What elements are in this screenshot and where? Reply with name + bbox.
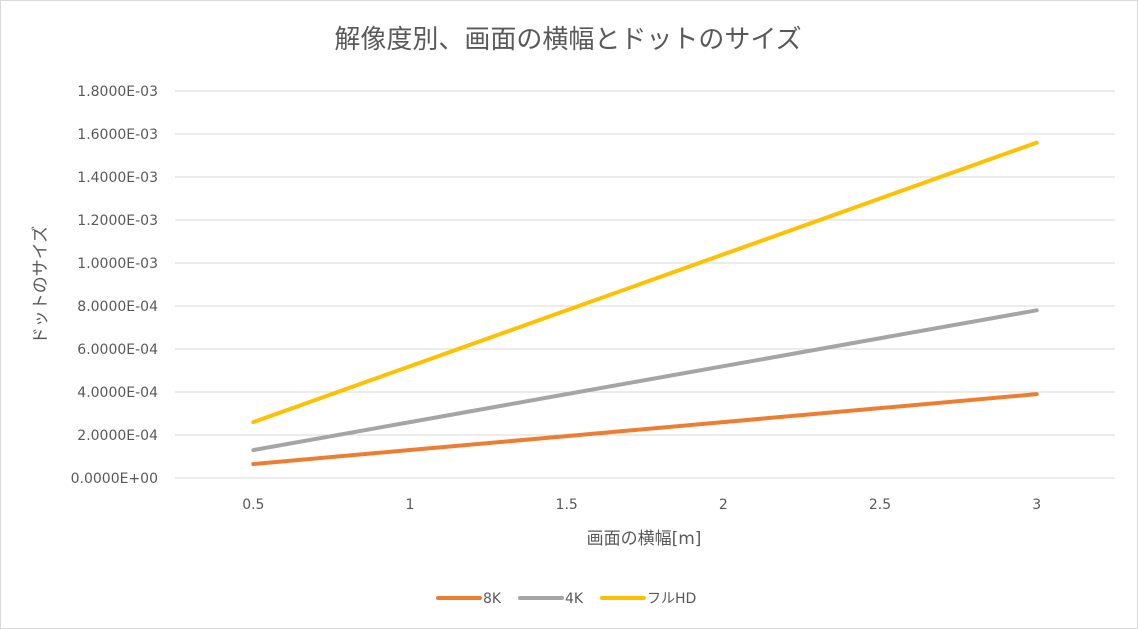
legend-label-1: 4K [565,591,584,607]
x-tick-label: 1 [406,497,415,513]
y-axis-title: ドットのサイズ [31,226,51,345]
x-axis-title: 画面の横幅[m] [587,529,702,549]
y-tick-label: 2.0000E-04 [77,428,158,444]
x-tick-label: 3 [1032,497,1041,513]
series-line-1 [251,308,1039,453]
x-axis-ticks: 0.5 1 1.5 2 2.5 3 [242,497,1041,513]
x-tick-label: 2 [719,497,728,513]
series-lines [251,140,1039,467]
x-tick-label: 1.5 [556,497,578,513]
x-tick-label: 2.5 [869,497,891,513]
series-line-2 [251,140,1039,425]
x-tick-label: 0.5 [242,497,264,513]
y-tick-label: 1.2000E-03 [77,213,158,229]
legend-label-2: フルHD [647,591,696,607]
y-tick-label: 6.0000E-04 [77,342,158,358]
y-tick-label: 1.6000E-03 [77,127,158,143]
legend-label-0: 8K [483,591,502,607]
series-line-0 [251,392,1039,467]
y-tick-label: 4.0000E-04 [77,385,158,401]
y-tick-label: 1.0000E-03 [77,256,158,272]
y-tick-label: 1.8000E-03 [77,84,158,100]
gridlines [175,90,1115,479]
y-tick-label: 1.4000E-03 [77,170,158,186]
y-axis-ticks: 0.0000E+00 2.0000E-04 4.0000E-04 6.0000E-04… [71,84,158,487]
chart-title: 解像度別、画面の横幅とドットのサイズ [334,25,801,55]
y-tick-label: 0.0000E+00 [71,471,158,487]
legend: 8K 4K フルHD [436,591,696,607]
y-tick-label: 8.0000E-04 [77,299,158,315]
